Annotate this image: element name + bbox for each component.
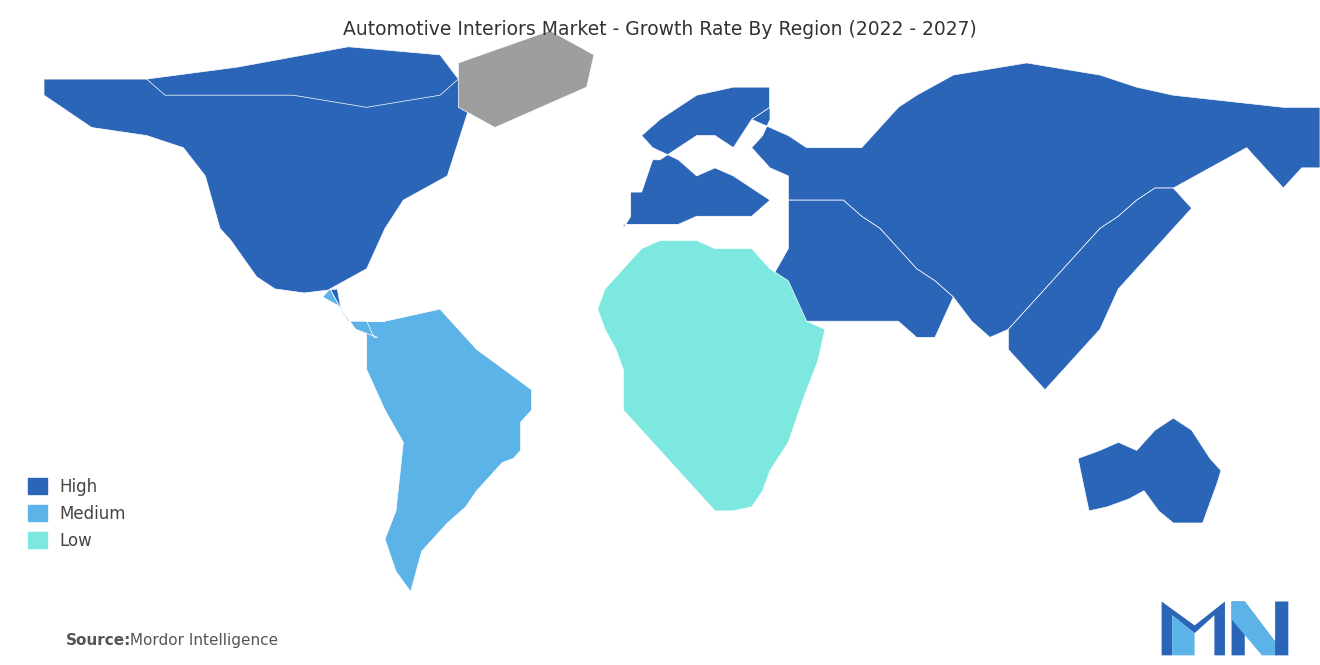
- Polygon shape: [598, 241, 825, 511]
- Polygon shape: [770, 200, 953, 337]
- Legend: High, Medium, Low: High, Medium, Low: [21, 471, 133, 557]
- Polygon shape: [1162, 601, 1225, 656]
- Polygon shape: [44, 47, 470, 337]
- Polygon shape: [1172, 615, 1195, 656]
- Text: Automotive Interiors Market - Growth Rate By Region (2022 - 2027): Automotive Interiors Market - Growth Rat…: [343, 20, 977, 39]
- Text: Mordor Intelligence: Mordor Intelligence: [125, 633, 279, 648]
- Polygon shape: [1078, 418, 1221, 523]
- Polygon shape: [623, 87, 770, 228]
- Polygon shape: [147, 47, 458, 107]
- Text: Source:: Source:: [66, 633, 132, 648]
- Polygon shape: [458, 31, 594, 128]
- Polygon shape: [1232, 601, 1275, 656]
- Polygon shape: [1232, 601, 1288, 656]
- Polygon shape: [367, 309, 532, 592]
- Polygon shape: [751, 63, 1320, 337]
- Polygon shape: [1008, 188, 1192, 390]
- Polygon shape: [322, 289, 385, 337]
